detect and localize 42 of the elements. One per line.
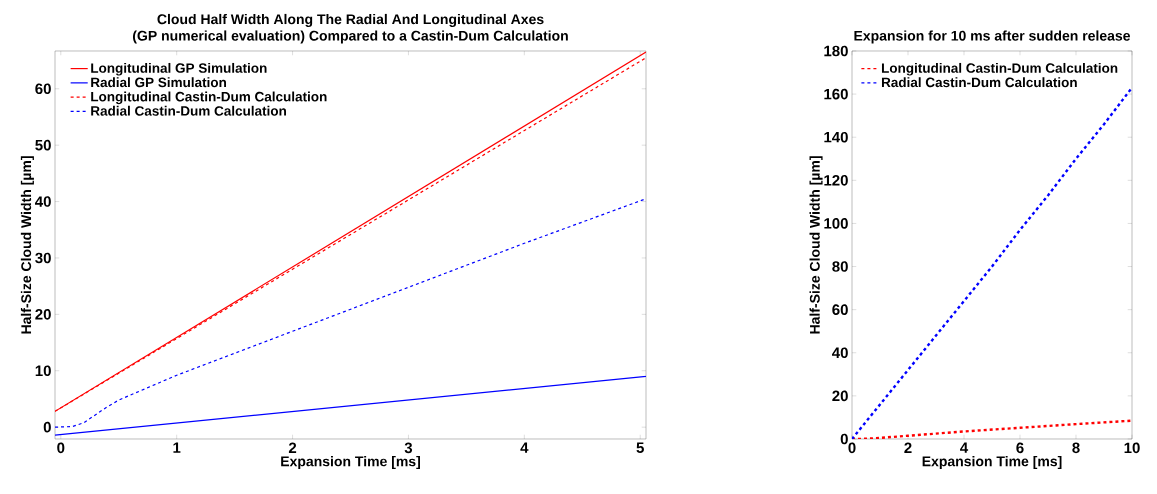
- y-tick-label: 50: [35, 139, 51, 151]
- y-tick-label: 20: [832, 390, 848, 402]
- y-tick-label: 120: [824, 175, 848, 186]
- x-tick-label: 8: [1072, 442, 1080, 454]
- chart-title: Cloud Half Width Along The Radial And Longitudinal Axes (GP numerical evaluation) Compared to a Castin-Dum Calculation: [133, 13, 568, 44]
- legend-label: Longitudinal Castin-Dum Calculation: [881, 62, 1118, 76]
- y-tick-label: 160: [824, 88, 848, 100]
- legend-label: Radial Castin-Dum Calculation: [91, 105, 286, 116]
- y-tick-label: 180: [824, 45, 848, 57]
- y-tick-label: 30: [35, 252, 51, 264]
- x-axis-title: Expansion Time [ms]: [281, 456, 420, 470]
- legend-label: Longitudinal Castin-Dum Calculation: [91, 91, 327, 105]
- y-tick-label: 40: [35, 196, 51, 207]
- y-tick-label: 100: [824, 218, 848, 229]
- x-tick-label: 6: [1016, 442, 1024, 454]
- x-tick-label: 2: [288, 442, 297, 453]
- x-tick-label: 0: [848, 442, 856, 454]
- y-tick-label: 60: [832, 304, 848, 315]
- y-tick-label: 80: [832, 261, 848, 272]
- y-tick-label: 60: [35, 83, 51, 95]
- legend-label: Radial GP Simulation: [91, 77, 226, 88]
- x-tick-label: 4: [960, 442, 969, 453]
- y-tick-label: 10: [35, 365, 51, 377]
- x-tick-label: 2: [904, 442, 912, 453]
- y-axis-title: Half-Size Cloud Width [µm]: [809, 156, 823, 334]
- y-tick-label: 140: [824, 131, 848, 143]
- x-tick-label: 5: [636, 442, 644, 453]
- x-tick-label: 1: [173, 442, 181, 453]
- chart-title: Expansion for 10 ms after sudden release: [854, 30, 1130, 44]
- y-tick-label: 0: [43, 421, 51, 433]
- legend-label: Longitudinal GP Simulation: [91, 62, 267, 76]
- line-series: [852, 419, 1132, 439]
- x-tick-label: 3: [404, 442, 413, 454]
- legend-label: Radial Castin-Dum Calculation: [881, 77, 1077, 88]
- y-axis-title: Half-Size Cloud Width [µm]: [20, 156, 34, 334]
- x-tick-label: 4: [520, 442, 529, 453]
- x-tick-label: 10: [1124, 442, 1140, 454]
- x-tick-label: 0: [57, 442, 65, 454]
- x-axis-title: Expansion Time [ms]: [922, 456, 1062, 470]
- y-tick-label: 20: [35, 309, 51, 320]
- y-tick-label: 0: [840, 433, 848, 445]
- y-tick-label: 40: [832, 347, 848, 359]
